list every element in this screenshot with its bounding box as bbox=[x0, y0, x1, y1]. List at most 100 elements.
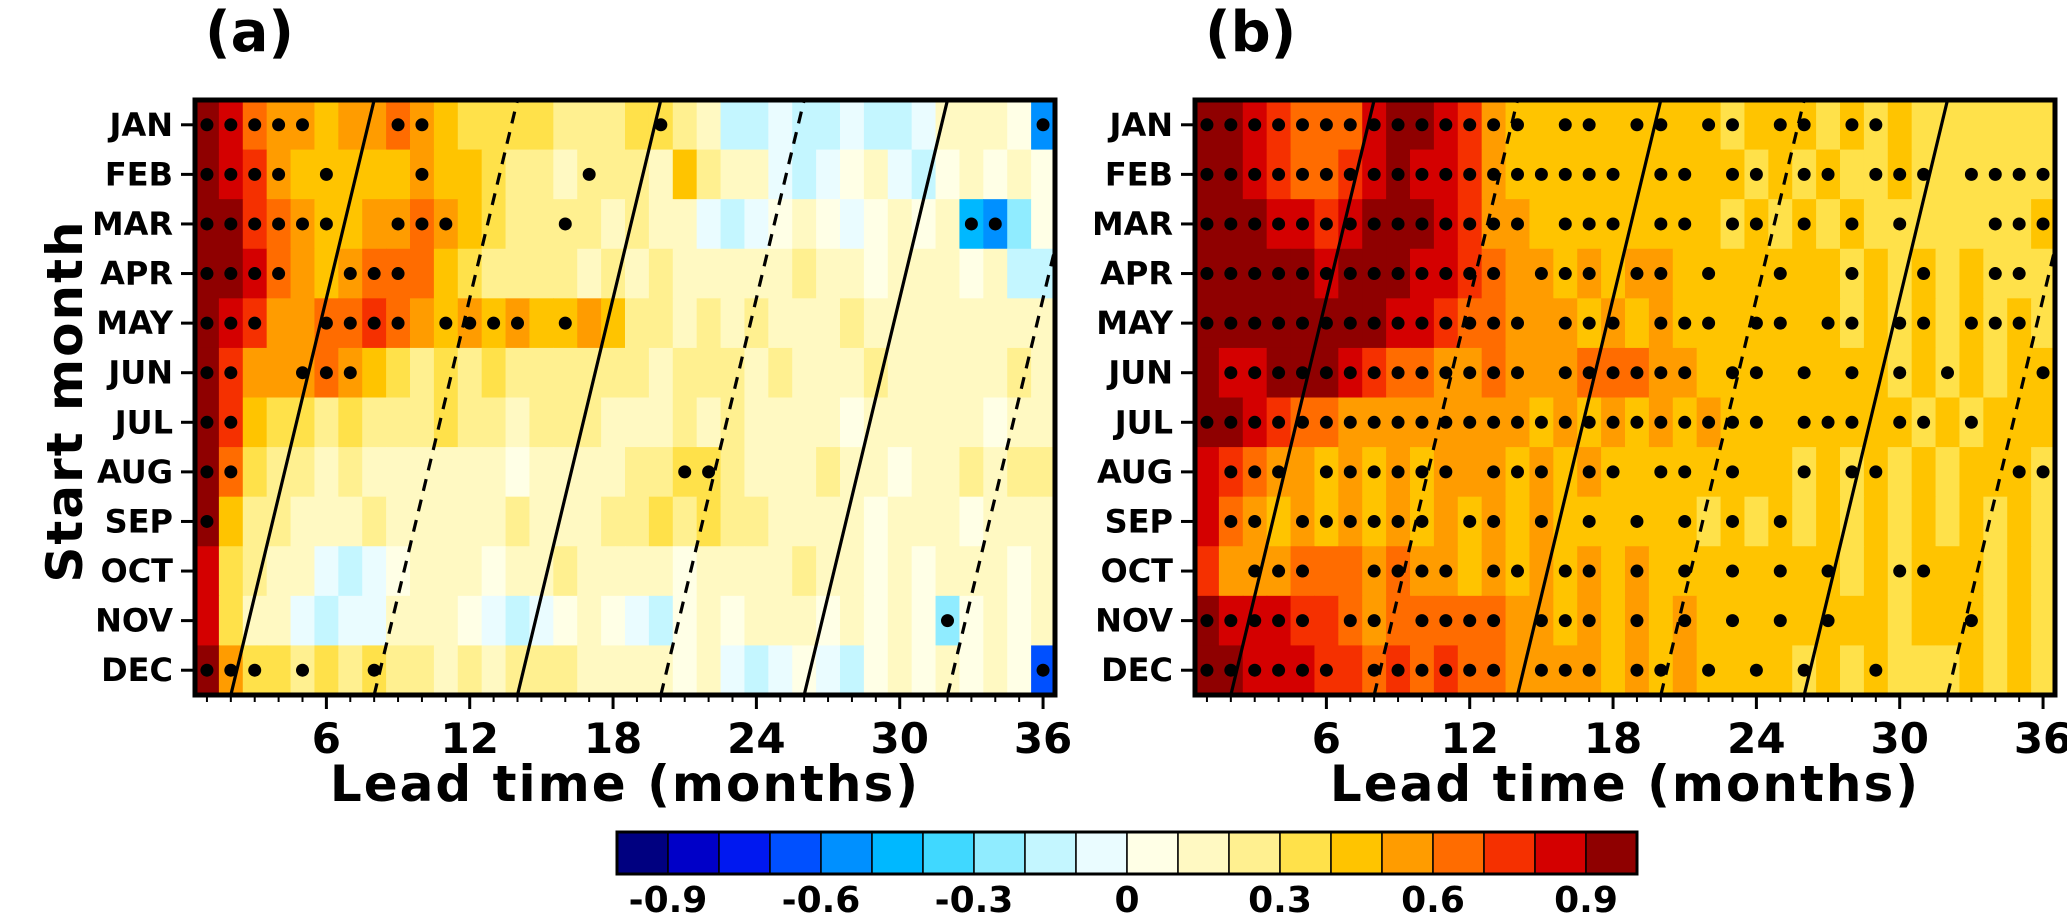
significance-dot bbox=[1415, 664, 1428, 677]
heatmap-cell bbox=[2007, 546, 2031, 596]
heatmap-cell bbox=[1007, 596, 1031, 646]
heatmap-cell bbox=[888, 150, 912, 200]
heatmap-cell bbox=[816, 348, 840, 398]
significance-dot bbox=[559, 317, 572, 330]
heatmap-cell bbox=[792, 298, 816, 348]
colorbar-tick-label: 0.3 bbox=[1248, 880, 1312, 920]
heatmap-cell bbox=[577, 596, 601, 646]
significance-dot bbox=[583, 168, 596, 181]
colorbar-segment bbox=[872, 832, 923, 874]
heatmap-cell bbox=[291, 596, 315, 646]
significance-dot bbox=[1368, 217, 1381, 230]
heatmap-cell bbox=[625, 348, 649, 398]
significance-dot bbox=[1559, 217, 1572, 230]
heatmap-cell bbox=[864, 497, 888, 547]
heatmap-cell bbox=[338, 596, 362, 646]
significance-dot bbox=[392, 267, 405, 280]
significance-dot bbox=[1630, 614, 1643, 627]
heatmap-cell bbox=[195, 596, 219, 646]
heatmap-cell bbox=[314, 447, 338, 497]
significance-dot bbox=[1654, 118, 1667, 131]
heatmap-cell bbox=[2031, 100, 2055, 150]
significance-dot bbox=[1463, 614, 1476, 627]
heatmap-cell bbox=[338, 645, 362, 695]
significance-dot bbox=[1487, 565, 1500, 578]
heatmap-cell bbox=[1959, 645, 1983, 695]
heatmap-cell bbox=[243, 497, 267, 547]
significance-dot bbox=[1726, 168, 1739, 181]
significance-dot bbox=[320, 317, 333, 330]
significance-dot bbox=[1344, 366, 1357, 379]
significance-dot bbox=[1487, 217, 1500, 230]
significance-dot bbox=[200, 118, 213, 131]
colorbar-segment bbox=[974, 832, 1025, 874]
heatmap-cell bbox=[434, 497, 458, 547]
heatmap-cell bbox=[1697, 497, 1721, 547]
heatmap-cell bbox=[649, 596, 673, 646]
significance-dot bbox=[1272, 366, 1285, 379]
y-tick-label: JUN bbox=[106, 354, 173, 392]
heatmap-cell bbox=[959, 348, 983, 398]
significance-dot bbox=[1224, 217, 1237, 230]
significance-dot bbox=[1559, 317, 1572, 330]
significance-dot bbox=[1726, 217, 1739, 230]
heatmap-cell bbox=[721, 348, 745, 398]
significance-dot bbox=[1320, 366, 1333, 379]
significance-dot bbox=[1463, 664, 1476, 677]
heatmap-cell bbox=[1888, 447, 1912, 497]
significance-dot bbox=[272, 217, 285, 230]
significance-dot bbox=[1463, 118, 1476, 131]
significance-dot bbox=[702, 465, 715, 478]
significance-dot bbox=[1296, 515, 1309, 528]
heatmap-cell bbox=[553, 645, 577, 695]
significance-dot bbox=[1607, 317, 1620, 330]
y-tick-label: JUL bbox=[113, 403, 173, 441]
heatmap-cell bbox=[1195, 348, 1219, 398]
heatmap-cell bbox=[840, 298, 864, 348]
heatmap-cell bbox=[864, 645, 888, 695]
heatmap-cell bbox=[338, 398, 362, 448]
significance-dot bbox=[1487, 614, 1500, 627]
significance-dot bbox=[439, 217, 452, 230]
significance-dot bbox=[392, 317, 405, 330]
significance-dot bbox=[1917, 317, 1930, 330]
heatmap-cell bbox=[768, 596, 792, 646]
significance-dot bbox=[1535, 465, 1548, 478]
significance-dot bbox=[1248, 366, 1261, 379]
significance-dot bbox=[1989, 267, 2002, 280]
heatmap-cell bbox=[697, 348, 721, 398]
heatmap-cell bbox=[1007, 497, 1031, 547]
heatmap-cell bbox=[1840, 150, 1864, 200]
significance-dot bbox=[1344, 217, 1357, 230]
significance-dot bbox=[1750, 217, 1763, 230]
colorbar-segment bbox=[821, 832, 872, 874]
significance-dot bbox=[1845, 217, 1858, 230]
heatmap-cell bbox=[625, 100, 649, 150]
significance-dot bbox=[1559, 118, 1572, 131]
significance-dot bbox=[1463, 217, 1476, 230]
heatmap-cell bbox=[816, 199, 840, 249]
heatmap-cell bbox=[673, 398, 697, 448]
significance-dot bbox=[200, 664, 213, 677]
heatmap-cell bbox=[673, 199, 697, 249]
heatmap-cell bbox=[1458, 447, 1482, 497]
heatmap-cell bbox=[2007, 596, 2031, 646]
heatmap-cell bbox=[362, 150, 386, 200]
significance-dot bbox=[1296, 664, 1309, 677]
heatmap-cell bbox=[1983, 546, 2007, 596]
heatmap-cell bbox=[864, 249, 888, 299]
heatmap-cell bbox=[314, 398, 338, 448]
significance-dot bbox=[1439, 416, 1452, 429]
heatmap-cell bbox=[673, 150, 697, 200]
heatmap-cell bbox=[1529, 100, 1553, 150]
heatmap-cell bbox=[912, 199, 936, 249]
heatmap-cell bbox=[458, 447, 482, 497]
significance-dot bbox=[1630, 366, 1643, 379]
significance-dot bbox=[1678, 515, 1691, 528]
heatmap-cell bbox=[721, 546, 745, 596]
significance-dot bbox=[1511, 118, 1524, 131]
significance-dot bbox=[1893, 416, 1906, 429]
significance-dot bbox=[1487, 366, 1500, 379]
heatmap-cell bbox=[1983, 100, 2007, 150]
heatmap-cell bbox=[2007, 100, 2031, 150]
